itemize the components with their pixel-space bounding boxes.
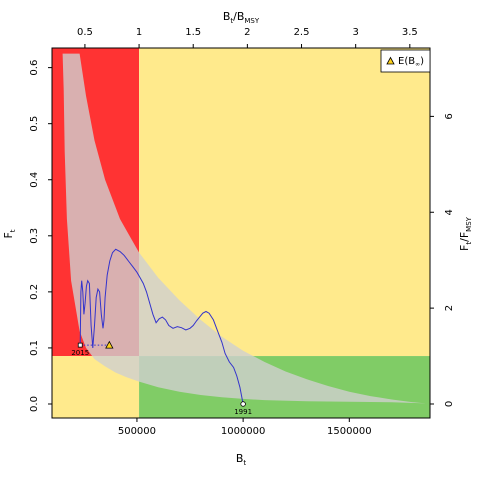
y-tick-label: 0.5 bbox=[29, 116, 40, 132]
right-tick-label: 2 bbox=[444, 305, 455, 311]
top-axis-title: Bt/BMSY bbox=[223, 10, 260, 25]
series-layer bbox=[79, 248, 244, 405]
top-tick-label: 1 bbox=[136, 27, 142, 38]
legend: E(B∞) bbox=[380, 49, 431, 73]
start-point-label: 1991 bbox=[234, 408, 252, 416]
top-tick-label: 3 bbox=[352, 27, 358, 38]
legend-label: E(B∞) bbox=[398, 56, 424, 68]
axis-top: 0.5 1 1.5 2 2.5 3 3.5 bbox=[77, 27, 418, 48]
top-tick-label: 3.5 bbox=[402, 27, 418, 38]
top-tick-label: 2.5 bbox=[294, 27, 310, 38]
x-tick-label: 1500000 bbox=[327, 426, 372, 437]
y-tick-label: 0.4 bbox=[29, 172, 40, 188]
y-tick-label: 0.6 bbox=[29, 60, 40, 76]
plot-frame bbox=[51, 47, 431, 419]
y-tick-label: 0.1 bbox=[29, 340, 40, 356]
top-tick-label: 0.5 bbox=[77, 27, 93, 38]
end-point-label: 2015 bbox=[71, 349, 89, 357]
expected-biomass-marker bbox=[105, 340, 114, 349]
points-layer: 1991 2015 bbox=[71, 340, 252, 416]
right-axis-title: Ft/FMSY bbox=[458, 216, 473, 251]
start-point-1991 bbox=[240, 401, 246, 407]
end-point-2015 bbox=[77, 342, 83, 348]
legend-triangle-marker bbox=[386, 56, 395, 65]
x-axis-title: Bt bbox=[236, 452, 247, 467]
quadrants bbox=[52, 48, 430, 418]
y-axis-title: Ft bbox=[2, 229, 17, 238]
right-tick-label: 0 bbox=[444, 401, 455, 407]
x-tick-label: 1000000 bbox=[221, 426, 266, 437]
y-tick-label: 0.3 bbox=[29, 228, 40, 244]
y-tick-label: 0.2 bbox=[29, 284, 40, 300]
right-tick-label: 4 bbox=[444, 209, 455, 215]
axis-bottom: 500000 1000000 1500000 bbox=[118, 418, 372, 437]
legend-box bbox=[380, 49, 431, 73]
y-tick-label: 0.0 bbox=[29, 396, 40, 412]
top-tick-label: 2 bbox=[244, 27, 250, 38]
axis-left: 0.0 0.1 0.2 0.3 0.4 0.5 0.6 bbox=[29, 60, 52, 412]
quadrant-overfishing bbox=[139, 48, 430, 357]
axis-right: 0 2 4 6 bbox=[430, 113, 455, 407]
top-tick-label: 1.5 bbox=[185, 27, 201, 38]
right-tick-label: 6 bbox=[444, 113, 455, 119]
trajectory-line-0 bbox=[79, 248, 244, 405]
x-tick-label: 500000 bbox=[118, 426, 156, 437]
